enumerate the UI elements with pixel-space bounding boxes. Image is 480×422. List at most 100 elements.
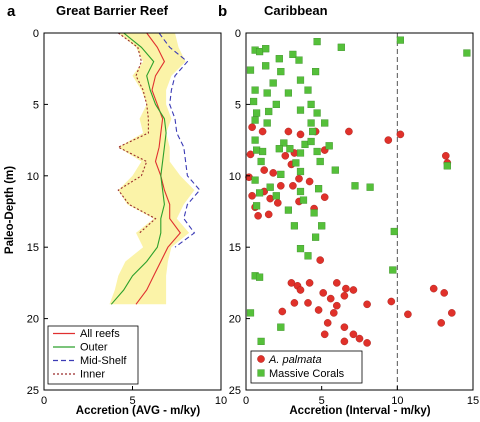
panel-a-series-line-0 bbox=[135, 32, 182, 305]
panel-b-palmata-point bbox=[320, 193, 329, 201]
panel-b-y-tick-label: 15 bbox=[229, 242, 241, 254]
panel-b-palmata-point bbox=[304, 299, 312, 307]
panel-b-massive-coral-point bbox=[325, 142, 333, 150]
panel-b-massive-coral-point bbox=[301, 140, 309, 149]
panel-b-massive-coral-point bbox=[296, 167, 305, 176]
panel-b-palmata-point bbox=[276, 181, 285, 190]
panel-b-palmata-point bbox=[246, 150, 255, 159]
panel-b-massive-coral-point bbox=[366, 183, 374, 191]
panel-b-massive-coral-point bbox=[315, 185, 323, 193]
panel-b-legend: A. palmata Massive Corals bbox=[250, 350, 363, 384]
panel-b-x-axis-label: Accretion (Interval - m/ky) bbox=[289, 405, 430, 417]
panel-a-series-line-2 bbox=[158, 32, 201, 248]
panel-b-palmata-point bbox=[278, 307, 287, 316]
panel-b-massive-coral-point bbox=[251, 116, 259, 124]
panel-a-x-axis-label: Accretion (AVG - m/ky) bbox=[76, 405, 201, 417]
panel-a-title: Great Barrier Reef bbox=[56, 3, 169, 18]
panel-b-palmata-point bbox=[281, 151, 290, 160]
panel-b-palmata-point bbox=[363, 300, 371, 309]
panel-b-legend-swatch-massive bbox=[257, 369, 265, 377]
panel-b-legend-label-0: A. palmata bbox=[268, 354, 322, 366]
panel-b-palmata-point bbox=[258, 127, 267, 136]
panel-b-palmata-point bbox=[384, 136, 393, 144]
panel-b-massive-coral-point bbox=[280, 139, 288, 147]
panel-b-massive-coral-point bbox=[321, 119, 329, 127]
panel-b-massive-coral-point bbox=[256, 273, 264, 281]
panel-b-y-tick-label: 10 bbox=[229, 171, 241, 183]
panel-b-palmata-point bbox=[345, 127, 353, 136]
panel-b-massive-coral-point bbox=[251, 176, 259, 184]
panel-b-palmata-point bbox=[363, 339, 371, 347]
panel-b-legend-swatch-palmata bbox=[257, 355, 265, 363]
panel-b-palmata-point bbox=[296, 130, 305, 139]
panel-b-palmata-point bbox=[440, 289, 449, 297]
panel-b-massive-coral-point bbox=[318, 222, 326, 230]
panel-a-y-tick-label: 10 bbox=[27, 171, 39, 183]
panel-b-legend-label-1: Massive Corals bbox=[269, 368, 345, 380]
panel-b-palmata-point bbox=[248, 191, 256, 200]
panel-b-massive-coral-point bbox=[296, 76, 305, 84]
panel-b-y-tick-label: 25 bbox=[229, 385, 241, 397]
panel-b-palmata-point bbox=[332, 279, 341, 287]
panel-b-palmata-point bbox=[340, 291, 349, 300]
panel-b-massive-coral-point bbox=[263, 119, 271, 127]
panel-b-palmata-point bbox=[326, 294, 335, 303]
panel-b-massive-coral-point bbox=[284, 206, 293, 214]
panel-b-palmata-point bbox=[316, 256, 325, 264]
panel-b-massive-coral-point bbox=[256, 189, 264, 197]
panel-b-palmata-point bbox=[305, 177, 314, 186]
panel-b-massive-coral-point bbox=[265, 107, 273, 116]
panel-a-letter: a bbox=[7, 3, 16, 20]
panel-b-x-tick-label: 0 bbox=[243, 395, 249, 407]
panel-b-massive-coral-point bbox=[351, 182, 359, 190]
panel-a-legend-label-1: Outer bbox=[80, 342, 108, 354]
panel-b-palmata-point bbox=[314, 306, 323, 314]
panel-b-palmata-point bbox=[342, 284, 350, 293]
panel-b-massive-coral-point bbox=[249, 97, 258, 106]
panel-a-y-tick-label: 20 bbox=[27, 314, 39, 326]
panel-b-massive-coral-point bbox=[246, 309, 255, 317]
panel-a-x-tick-label: 0 bbox=[41, 395, 47, 407]
panel-b-legend-box bbox=[250, 350, 363, 384]
panel-b-massive-coral-point bbox=[312, 233, 320, 241]
panel-b-massive-coral-point bbox=[262, 45, 270, 53]
panel-b-massive-coral-point bbox=[463, 49, 471, 57]
panel-b-palmata-point bbox=[254, 211, 262, 220]
panel-b-massive-coral-point bbox=[396, 36, 405, 44]
panel-b-y-tick-label: 5 bbox=[235, 99, 241, 111]
panel-b-palmata-point bbox=[296, 286, 305, 294]
panel-b-x-tick-label: 5 bbox=[319, 395, 325, 407]
panel-a-legend-label-0: All reefs bbox=[80, 328, 120, 340]
panel-b-massive-coral-point bbox=[256, 48, 264, 56]
panel-b-palmata-point bbox=[387, 297, 396, 306]
panel-b-massive-coral-point bbox=[284, 89, 293, 97]
panel-a-legend-label-2: Mid-Shelf bbox=[80, 355, 127, 367]
panel-b-y-tick-label: 20 bbox=[229, 314, 241, 326]
panel-b-massive-coral-point bbox=[307, 100, 315, 109]
panel-b-massive-coral-point bbox=[251, 86, 259, 94]
panel-b-palmata-point bbox=[340, 323, 349, 332]
panel-b-massive-coral-point bbox=[313, 147, 321, 156]
panel-b-palmata-point bbox=[284, 127, 293, 136]
panel-b-palmata-point bbox=[269, 169, 278, 177]
panel-b-massive-coral-point bbox=[290, 222, 299, 230]
panel-b-massive-coral-point bbox=[266, 183, 274, 191]
panel-a-x-tick-label: 5 bbox=[129, 395, 135, 407]
panel-b-massive-coral-point bbox=[296, 106, 305, 114]
panel-b-massive-coral-point bbox=[296, 149, 305, 157]
panel-b-massive-coral-point bbox=[310, 209, 318, 217]
panel-b-palmata-point bbox=[429, 284, 438, 293]
panel-a-range-band bbox=[109, 33, 195, 305]
panel-b-frame bbox=[245, 32, 474, 391]
panel-b-massive-coral-point bbox=[313, 38, 321, 46]
panel-b-palmata-point bbox=[323, 319, 332, 327]
panel-a-y-tick-label: 15 bbox=[27, 242, 39, 254]
panel-b-massive-coral-point bbox=[259, 147, 267, 156]
panel-b-massive-coral-point bbox=[316, 157, 324, 166]
panel-b-massive-coral-point bbox=[252, 202, 261, 210]
panel-b-massive-coral-point bbox=[337, 43, 345, 51]
